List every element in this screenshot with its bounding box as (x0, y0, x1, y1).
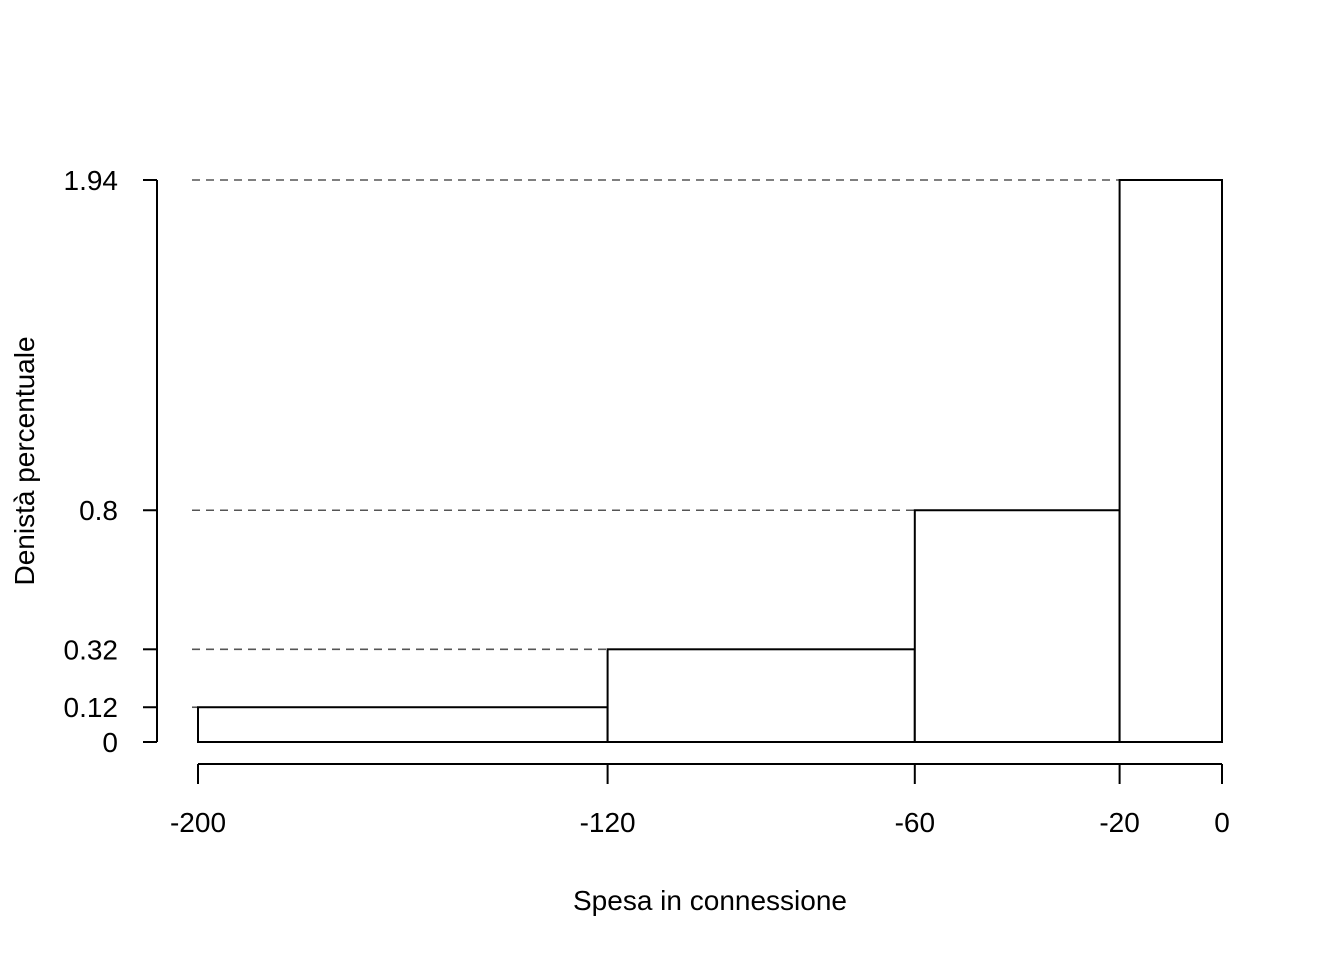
histogram-bar (606, 648, 916, 743)
y-axis-title: Denistà percentuale (9, 336, 40, 585)
histogram-bars (197, 179, 1223, 744)
y-tick-label: 0.12 (64, 692, 119, 723)
histogram-bar (1118, 179, 1223, 743)
y-tick-label: 1.94 (64, 165, 119, 196)
x-axis-title: Spesa in connessione (573, 885, 847, 916)
y-tick-label: 0.8 (79, 495, 118, 526)
x-tick-label: 0 (1214, 807, 1230, 838)
y-tick-label: 0 (102, 727, 118, 758)
x-tick-label: -200 (170, 807, 226, 838)
x-tick-label: -20 (1099, 807, 1139, 838)
x-tick-label: -120 (580, 807, 636, 838)
x-axis: -200 -120 -60 -20 0 (170, 763, 1230, 838)
histogram-bar (913, 509, 1121, 744)
histogram-bar (197, 706, 609, 744)
y-tick-label: 0.32 (64, 634, 119, 665)
x-tick-label: -60 (895, 807, 935, 838)
y-axis: 0 0.12 0.32 0.8 1.94 (64, 165, 158, 758)
